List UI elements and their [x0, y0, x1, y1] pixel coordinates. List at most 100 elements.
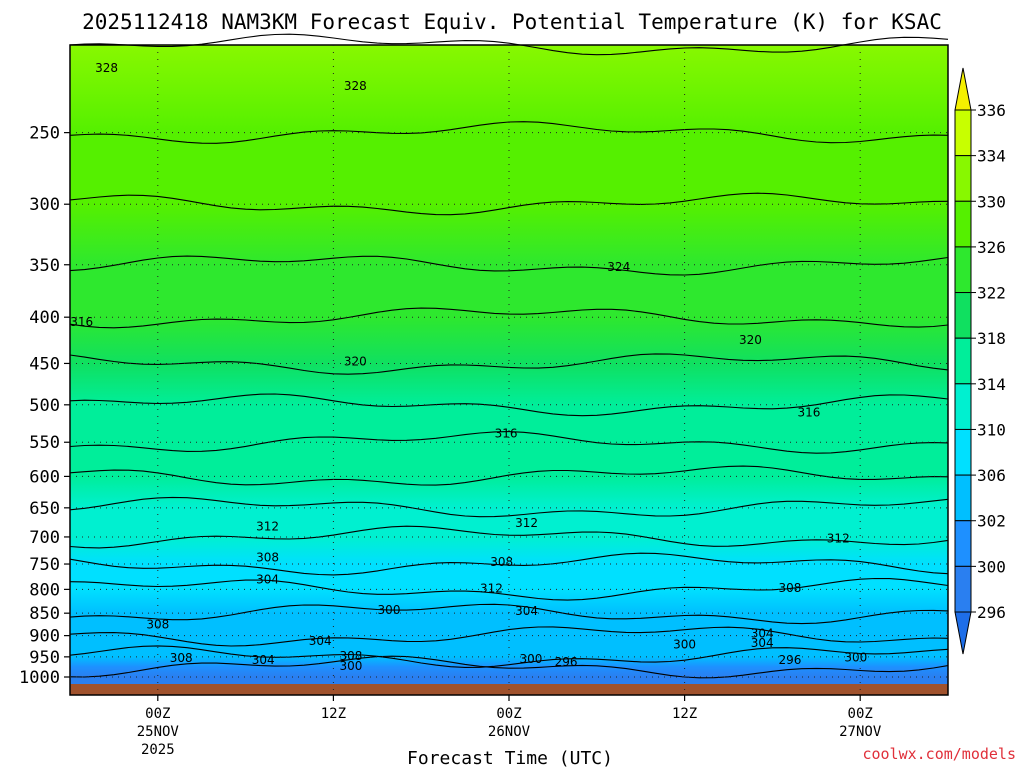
colorbar-swatch [954, 565, 972, 613]
contour-label: 320 [739, 333, 762, 347]
contour-line [69, 626, 949, 647]
colorbar-swatch [954, 109, 972, 157]
x-tick-label: 12Z [672, 706, 697, 722]
colorbar: 336 334 330 326 322 318 314 310 306 302 300 296 [954, 67, 1006, 655]
credit-text[interactable]: coolwx.com/models [862, 745, 1016, 763]
contour-line [69, 307, 949, 329]
x-tick-label: 00Z [848, 706, 873, 722]
colorbar-min-arrow [954, 611, 972, 655]
y-axis: 250 300 350 400 450 500 550 600 650 700 750 800 850 9… [19, 124, 70, 688]
y-tick-label: 650 [29, 499, 60, 519]
colorbar-label: 310 [977, 420, 1006, 439]
colorbar-swatch [954, 428, 972, 476]
x-tick-label: 26NOV [488, 724, 531, 740]
colorbar-label: 306 [977, 466, 1006, 485]
colorbar-label: 330 [977, 192, 1006, 211]
contour-label: 300 [844, 651, 867, 665]
contour-label: 308 [146, 618, 169, 632]
contour-label: 312 [827, 532, 850, 546]
colorbar-label: 314 [977, 375, 1006, 394]
x-axis: 00Z 25NOV 2025 12Z 00Z 26NOV 12Z 00Z 27NOV [137, 45, 882, 758]
contour-line [69, 552, 949, 576]
x-tick-label: 25NOV [137, 724, 180, 740]
contour-label: 308 [490, 555, 513, 569]
contour-label: 316 [495, 427, 518, 441]
colorbar-max-arrow [954, 67, 972, 111]
x-tick-label: 2025 [141, 742, 175, 758]
contour-line [69, 33, 949, 56]
contour-line [69, 645, 949, 668]
chart-title: 2025112418 NAM3KM Forecast Equiv. Potent… [82, 10, 942, 34]
contour-label: 308 [170, 651, 193, 665]
contour-line [69, 192, 949, 216]
contour-label: 300 [673, 637, 696, 651]
contour-line [69, 393, 949, 417]
y-tick-label: 300 [29, 195, 60, 215]
y-tick-label: 750 [29, 555, 60, 575]
colorbar-swatch [954, 520, 972, 567]
colorbar-swatch [954, 155, 972, 202]
y-tick-label: 400 [29, 308, 60, 328]
y-tick-label: 800 [29, 580, 60, 600]
contour-label: 304 [515, 604, 538, 618]
contour-label: 308 [779, 581, 802, 595]
contour-label: 304 [309, 634, 332, 648]
y-tick-label: 900 [29, 627, 60, 647]
contour-label: 308 [340, 649, 363, 663]
contour-line [69, 496, 949, 518]
contour-line [69, 431, 949, 454]
contour-label: 312 [515, 516, 538, 530]
colorbar-label: 334 [977, 147, 1006, 166]
contour-label: 300 [340, 659, 363, 673]
contour-label: 304 [751, 636, 774, 650]
y-tick-label: 500 [29, 396, 60, 416]
colorbar-label: 296 [977, 603, 1006, 622]
contour-label: 312 [480, 581, 503, 595]
y-tick-label: 600 [29, 467, 60, 487]
colorbar-swatch [954, 383, 972, 430]
contour-label: 316 [798, 406, 821, 420]
x-tick-label: 00Z [496, 706, 521, 722]
contour-label: 316 [70, 315, 93, 329]
colorbar-swatch [954, 292, 972, 339]
contour-label: 328 [344, 79, 367, 93]
y-tick-label: 950 [29, 648, 60, 668]
contour-label: 300 [378, 603, 401, 617]
contour-label: 308 [256, 551, 279, 565]
contour-line [69, 255, 949, 276]
colorbar-label: 302 [977, 512, 1006, 531]
contour-label: 304 [252, 653, 275, 667]
y-tick-label: 850 [29, 604, 60, 624]
contour-label: 324 [607, 260, 630, 274]
colorbar-swatch [954, 337, 972, 385]
x-tick-label: 00Z [145, 706, 170, 722]
y-tick-label: 1000 [19, 668, 60, 688]
colorbar-label: 336 [977, 101, 1006, 120]
colorbar-swatch [954, 246, 972, 294]
y-tick-label: 700 [29, 528, 60, 548]
contour-line [69, 465, 949, 486]
contour-label: 304 [256, 572, 279, 586]
colorbar-label: 300 [977, 557, 1006, 576]
contour-label: 300 [519, 652, 542, 666]
y-tick-label: 350 [29, 256, 60, 276]
contour-label: 312 [256, 520, 279, 534]
contour-label: 296 [779, 653, 802, 667]
contour-line [69, 577, 949, 601]
contour-label: 320 [344, 355, 367, 369]
colorbar-label: 326 [977, 238, 1006, 257]
contour-label: 328 [95, 61, 118, 75]
contour-label: 304 [751, 626, 774, 640]
x-axis-label: Forecast Time (UTC) [407, 748, 613, 768]
contour-label: 296 [555, 655, 578, 669]
colorbar-label: 318 [977, 329, 1006, 348]
x-tick-label: 12Z [321, 706, 346, 722]
y-tick-label: 550 [29, 433, 60, 453]
x-tick-label: 27NOV [839, 724, 882, 740]
y-tick-label: 450 [29, 354, 60, 374]
colorbar-label: 322 [977, 284, 1006, 303]
y-tick-label: 250 [29, 124, 60, 144]
colorbar-swatch [954, 200, 972, 248]
